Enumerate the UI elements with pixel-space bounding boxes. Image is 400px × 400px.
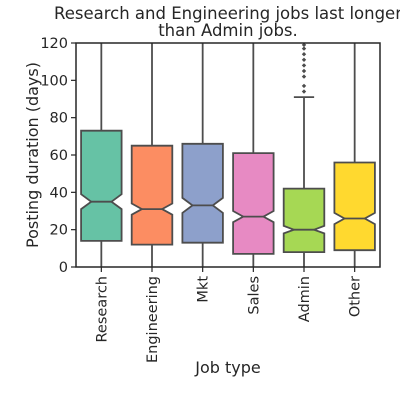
outlier-point (301, 57, 307, 62)
box-engineering (130, 144, 174, 246)
x-tick-label: Mkt (196, 276, 212, 303)
x-tick-label: Engineering (145, 276, 161, 363)
y-tick-label: 40 (50, 185, 68, 201)
box-other (333, 161, 376, 252)
box-research (80, 129, 123, 242)
x-axis-label: Job type (194, 358, 261, 377)
y-tick-label: 20 (50, 223, 68, 239)
y-axis-label: Posting duration (days) (23, 62, 42, 248)
x-tick-label: Other (348, 276, 364, 317)
outlier-point (301, 89, 307, 94)
outlier-point (301, 52, 307, 57)
outlier-point (301, 83, 307, 89)
chart-title-line-2: than Admin jobs. (158, 21, 298, 40)
plot-area (80, 42, 376, 267)
outlier-point (301, 63, 307, 68)
y-tick-label: 60 (50, 148, 68, 164)
outlier-point (301, 42, 307, 48)
x-axis: Research Engineering Mkt Sales Admin Other (94, 267, 364, 363)
box-admin (282, 187, 326, 254)
y-tick-label: 120 (40, 36, 68, 52)
y-tick-label: 80 (50, 111, 68, 127)
outlier-point (301, 68, 307, 74)
chart-title-line-1: Research and Engineering jobs last longe… (54, 4, 400, 23)
x-tick-label: Research (94, 276, 110, 343)
y-tick-label: 100 (40, 73, 68, 89)
outlier-point (301, 46, 307, 51)
y-axis: 0 20 40 60 80 100 120 (40, 36, 76, 276)
y-tick-label: 0 (59, 260, 68, 276)
box-mkt (181, 142, 224, 244)
outlier-point (301, 74, 307, 79)
x-tick-label: Sales (246, 276, 262, 315)
box-sales (232, 152, 275, 255)
x-tick-label: Admin (297, 276, 313, 322)
